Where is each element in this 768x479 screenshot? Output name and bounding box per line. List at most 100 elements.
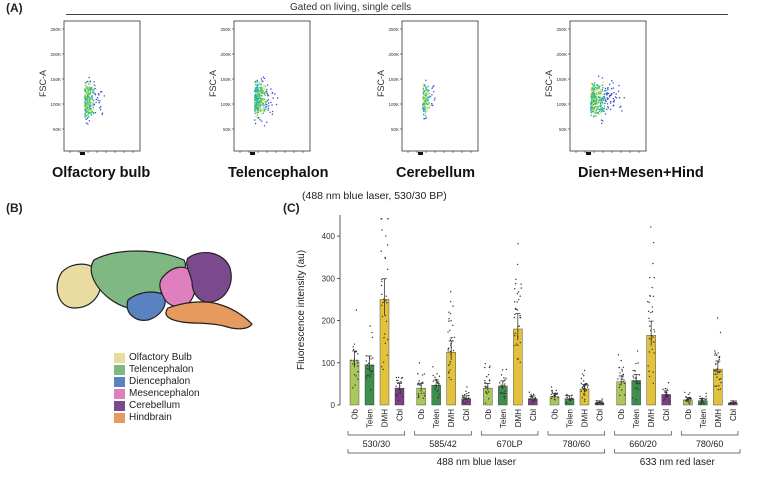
data-point [466,386,468,388]
event-dot [427,85,430,87]
event-dot [594,102,597,105]
data-point [386,302,388,304]
data-point [462,396,465,399]
event-dot [85,106,87,108]
event-dot [591,94,594,96]
event-dot [263,98,265,100]
event-dot [274,93,276,95]
event-dot [257,98,259,100]
event-dot [89,112,91,114]
event-dot [425,106,428,109]
fsc-axis-label: FSC-A [38,70,48,97]
event-dot [597,75,600,77]
data-point [732,403,734,405]
event-dot [258,103,260,106]
data-point [652,371,654,373]
event-dot [596,87,599,89]
event-dot [254,90,256,93]
data-point [717,352,719,354]
data-point [370,389,372,391]
data-point [451,340,454,342]
event-dot [427,88,429,91]
data-point [633,380,635,382]
category-label: Telen [366,409,375,428]
data-point [396,379,398,382]
event-dot [592,84,595,86]
event-dot [591,107,593,109]
data-point [567,398,569,400]
event-dot [601,107,603,109]
event-dot [593,107,596,109]
data-point [583,369,586,372]
event-dot [590,109,592,111]
data-point [468,394,470,397]
data-point [651,286,653,289]
event-dot [606,93,608,95]
data-point [423,373,426,375]
event-dot [256,83,259,86]
event-dot [594,109,596,112]
data-point [620,389,623,391]
category-label: Telen [699,409,708,428]
event-dot [423,102,425,104]
data-point [418,380,420,382]
event-dot [594,112,596,115]
event-dot [98,101,100,104]
event-dot [423,93,425,95]
event-dot [87,89,89,92]
data-point [467,397,470,399]
data-point [623,382,626,385]
data-point [368,357,371,359]
data-point [636,382,639,385]
data-point [381,315,384,318]
data-point [649,295,651,297]
category-label: DMH [381,409,390,427]
data-point [432,374,434,377]
event-dot [256,109,259,112]
event-dot [257,106,259,109]
data-point [515,343,518,345]
event-dot [620,105,622,108]
event-dot [422,96,424,98]
event-dot [594,82,596,84]
data-point [387,338,389,341]
category-label: DMH [447,409,456,427]
data-point [583,394,585,396]
gate-title: Gated on living, single cells [290,2,412,13]
event-dot [594,89,597,91]
data-point [400,381,403,383]
data-point [516,292,519,295]
event-dot [595,116,597,118]
data-point [503,397,506,400]
event-dot [601,84,603,86]
data-point [720,381,722,384]
category-label: Telen [632,409,641,428]
data-point [466,400,469,403]
data-point [465,390,467,393]
event-dot [92,91,94,94]
event-dot [599,110,601,112]
data-point [484,402,487,404]
event-dot [255,88,257,90]
data-point [689,392,691,394]
data-point [632,377,635,379]
data-point [395,385,397,387]
event-dot [591,95,593,97]
event-dot [85,105,87,107]
y-tick-label: 0 [331,401,336,410]
legend-swatch [114,412,125,423]
event-dot [598,92,600,95]
data-point [449,344,452,346]
event-dot [261,103,263,106]
event-dot [256,98,258,100]
event-dot [426,103,428,105]
event-dot [609,102,612,104]
event-dot [431,102,433,105]
data-point [357,378,359,380]
data-point [687,399,690,401]
event-dot [84,101,86,103]
legend-item-diencephalon: Diencephalon [114,376,190,387]
event-dot [263,91,265,94]
event-dot [99,91,102,93]
event-dot [263,107,265,109]
